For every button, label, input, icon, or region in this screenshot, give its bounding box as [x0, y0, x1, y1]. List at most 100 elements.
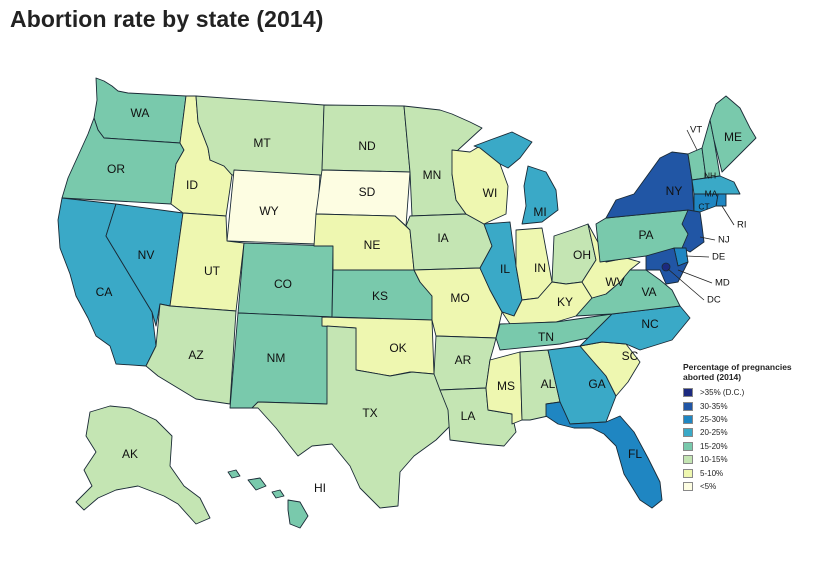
label-ks: KS	[372, 289, 388, 303]
label-nh: NH	[704, 170, 716, 180]
label-wv: WV	[605, 275, 624, 289]
legend-item: >35% (D.C.)	[683, 386, 823, 399]
state-tx	[251, 325, 451, 509]
label-fl: FL	[628, 447, 642, 461]
label-pa: PA	[638, 228, 653, 242]
legend-swatch	[683, 455, 693, 465]
label-tx: TX	[362, 406, 377, 420]
legend-label: <5%	[700, 481, 717, 491]
leader-vt	[686, 129, 698, 151]
label-ky: KY	[557, 295, 573, 309]
legend-swatch	[683, 401, 693, 411]
label-il: IL	[500, 262, 510, 276]
legend-item: 5-10%	[683, 466, 823, 479]
state-wi	[451, 145, 509, 225]
label-nm: NM	[267, 351, 286, 365]
leader-ri	[721, 205, 735, 226]
label-de: DE	[712, 252, 725, 263]
label-ne: NE	[364, 238, 381, 252]
state-hi	[227, 469, 309, 529]
legend-swatch	[683, 414, 693, 424]
state-nh	[701, 119, 721, 179]
label-ma: MA	[705, 188, 718, 198]
state-nj	[681, 209, 705, 253]
label-me: ME	[724, 130, 742, 144]
label-mo: MO	[450, 291, 469, 305]
legend-swatch	[683, 388, 693, 398]
label-ri: RI	[737, 220, 747, 231]
label-ms: MS	[497, 379, 515, 393]
legend-item: 25-30%	[683, 413, 823, 426]
legend-label: 10-15%	[700, 455, 728, 465]
label-nv: NV	[138, 248, 155, 262]
label-or: OR	[107, 162, 125, 176]
label-dc: DC	[707, 295, 721, 306]
label-id: ID	[186, 178, 198, 192]
label-az: AZ	[188, 348, 203, 362]
map-title: Abortion rate by state (2014)	[10, 6, 324, 32]
legend-item: 15-20%	[683, 440, 823, 453]
legend-label: 5-10%	[700, 468, 724, 478]
legend-swatch	[683, 441, 693, 451]
state-az	[145, 303, 237, 405]
legend-label: 30-35%	[700, 401, 728, 411]
legend-swatch	[683, 468, 693, 478]
label-ak: AK	[122, 447, 138, 461]
legend-swatch	[683, 481, 693, 491]
label-mn: MN	[423, 168, 442, 182]
label-co: CO	[274, 277, 292, 291]
states-layer	[57, 77, 757, 529]
legend-label: 20-25%	[700, 428, 728, 438]
label-al: AL	[541, 377, 556, 391]
legend-item: <5%	[683, 480, 823, 493]
label-mt: MT	[253, 136, 271, 150]
label-ca: CA	[96, 285, 113, 299]
label-nj: NJ	[718, 235, 730, 246]
legend-item: 10-15%	[683, 453, 823, 466]
state-ia	[405, 213, 493, 271]
state-fl	[545, 401, 663, 509]
label-mi: MI	[533, 205, 546, 219]
legend-label: 15-20%	[700, 441, 728, 451]
label-wi: WI	[483, 186, 498, 200]
legend-title: Percentage of pregnancies aborted (2014)	[683, 362, 792, 382]
label-nd: ND	[358, 139, 376, 153]
legend: Percentage of pregnancies aborted (2014)…	[683, 362, 823, 493]
label-sc: SC	[622, 349, 639, 363]
legend-label: >35% (D.C.)	[700, 388, 745, 398]
label-wa: WA	[131, 106, 150, 120]
legend-label: 25-30%	[700, 414, 728, 424]
legend-item: 30-35%	[683, 399, 823, 412]
label-sd: SD	[359, 185, 376, 199]
label-in: IN	[534, 261, 546, 275]
legend-swatch	[683, 428, 693, 438]
state-ak	[75, 405, 211, 525]
state-mi	[473, 131, 559, 225]
label-ut: UT	[204, 264, 221, 278]
label-ga: GA	[588, 377, 605, 391]
label-ok: OK	[389, 341, 406, 355]
state-labels: WA OR CA NV ID MT WY UT AZ CO NM ND SD NE KS OK TX MN IA MO…	[96, 106, 747, 495]
leader-dc	[667, 268, 705, 301]
leader-nj	[699, 236, 716, 241]
label-ia: IA	[437, 231, 448, 245]
label-ct: CT	[698, 201, 709, 211]
label-va: VA	[641, 285, 656, 299]
label-ny: NY	[666, 184, 683, 198]
label-ar: AR	[455, 353, 472, 367]
label-md: MD	[715, 278, 730, 289]
label-hi: HI	[314, 481, 326, 495]
state-me	[709, 95, 757, 173]
label-oh: OH	[573, 248, 591, 262]
leader-md	[677, 269, 713, 284]
leader-lines	[667, 129, 735, 301]
label-la: LA	[461, 409, 476, 423]
label-wy: WY	[259, 204, 278, 218]
label-nc: NC	[641, 317, 659, 331]
label-tn: TN	[538, 330, 554, 344]
label-vt: VT	[690, 125, 702, 136]
leader-de	[685, 255, 710, 258]
legend-rows: >35% (D.C.) 30-35% 25-30% 20-25% 15-20% 10-15…	[683, 386, 823, 493]
legend-item: 20-25%	[683, 426, 823, 439]
